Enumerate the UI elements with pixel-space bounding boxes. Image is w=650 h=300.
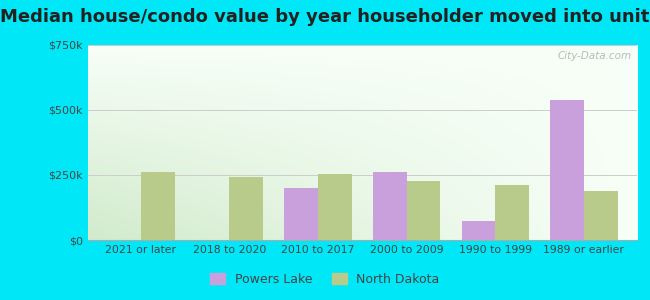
Text: City-Data.com: City-Data.com bbox=[558, 51, 632, 61]
Text: Median house/condo value by year householder moved into unit: Median house/condo value by year househo… bbox=[0, 8, 650, 26]
Bar bbox=[373, 172, 407, 240]
Bar bbox=[462, 220, 495, 240]
Bar bbox=[318, 174, 352, 240]
Bar bbox=[407, 181, 440, 240]
Bar bbox=[550, 100, 584, 240]
Bar bbox=[495, 185, 529, 240]
Bar bbox=[141, 172, 175, 240]
Bar bbox=[229, 177, 263, 240]
Legend: Powers Lake, North Dakota: Powers Lake, North Dakota bbox=[205, 268, 445, 291]
Bar bbox=[584, 190, 618, 240]
Bar bbox=[285, 188, 318, 240]
